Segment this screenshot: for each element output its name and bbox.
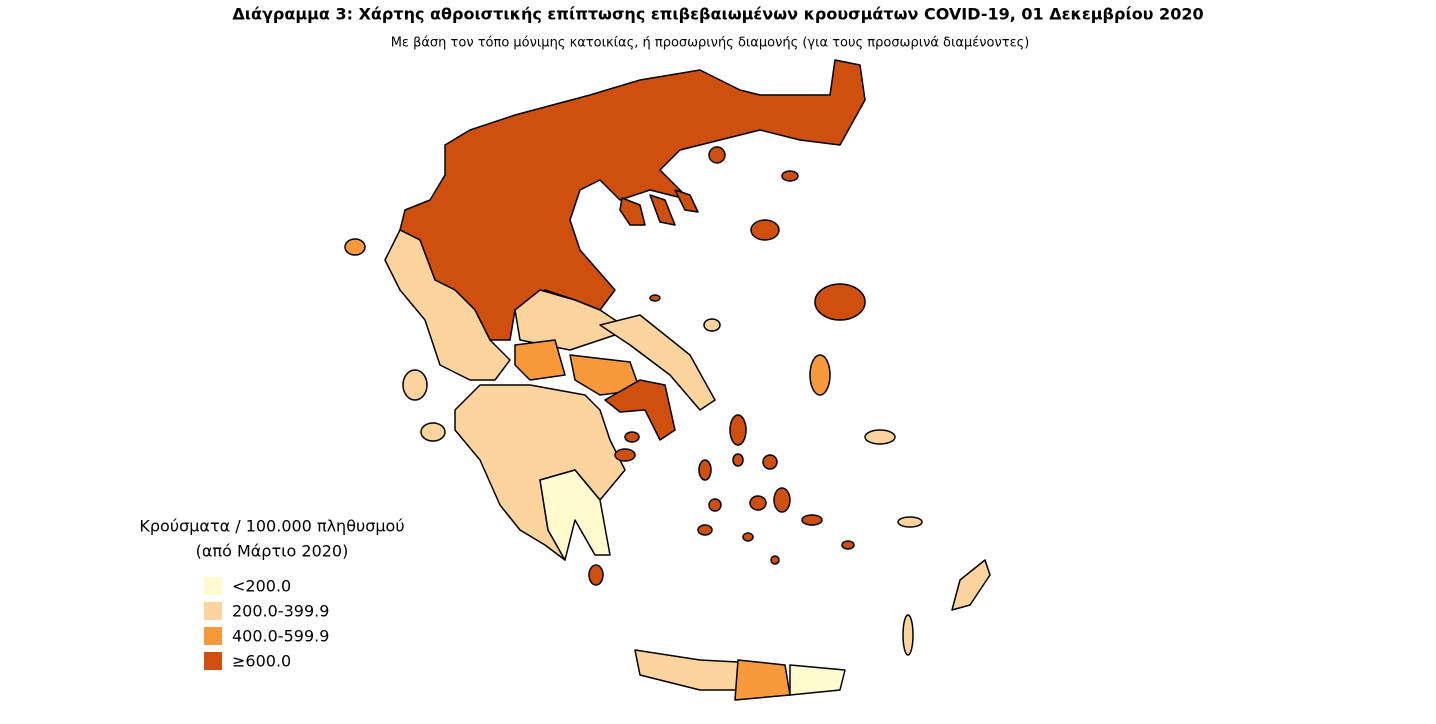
region [708, 146, 726, 164]
region [514, 289, 631, 351]
region [781, 170, 799, 182]
title: Διάγραμμα 3: Χάρτης αθροιστικής επίπτωση… [232, 5, 1203, 24]
region [742, 532, 754, 542]
region [514, 339, 566, 381]
region [703, 318, 721, 332]
legend-swatch [204, 627, 222, 645]
region [697, 524, 713, 536]
legend-title: Κρούσματα / 100.000 πληθυσμού [139, 517, 404, 536]
region [708, 498, 722, 512]
region [732, 453, 744, 467]
region [634, 649, 741, 691]
region [384, 229, 511, 381]
legend-label: 400.0-599.9 [232, 627, 329, 646]
region [814, 283, 866, 321]
legend: <200.0 200.0-399.9 400.0-599.9 ≥600.0 [204, 577, 329, 671]
map [344, 59, 991, 701]
region [773, 487, 791, 513]
region [841, 540, 855, 550]
region [809, 354, 831, 396]
region [789, 664, 846, 696]
region [649, 194, 676, 226]
region [770, 555, 780, 565]
region [539, 469, 611, 561]
region [604, 379, 676, 441]
legend-swatch [204, 577, 222, 595]
legend-label: <200.0 [232, 577, 291, 596]
region [588, 564, 604, 586]
region [897, 516, 923, 528]
region [649, 294, 661, 302]
region [624, 431, 640, 443]
legend-label: ≥600.0 [232, 652, 291, 671]
legend-label: 200.0-399.9 [232, 602, 329, 621]
region [344, 238, 366, 256]
legend-swatch [204, 602, 222, 620]
region [614, 448, 636, 462]
region [951, 559, 991, 611]
region [698, 459, 712, 481]
region [864, 429, 896, 445]
region [599, 314, 716, 411]
region [402, 369, 428, 401]
legend-swatch [204, 652, 222, 670]
region [619, 197, 646, 226]
region [801, 514, 823, 526]
region [729, 414, 747, 446]
region [750, 219, 780, 241]
region [399, 59, 866, 341]
region [734, 659, 791, 701]
legend-title: (από Μάρτιο 2020) [196, 542, 349, 561]
region [674, 189, 699, 213]
region [420, 422, 446, 442]
region [762, 454, 778, 470]
region [902, 614, 914, 656]
region [749, 495, 767, 511]
subtitle: Με βάση τον τόπο μόνιμης κατοικίας, ή πρ… [391, 36, 1030, 51]
